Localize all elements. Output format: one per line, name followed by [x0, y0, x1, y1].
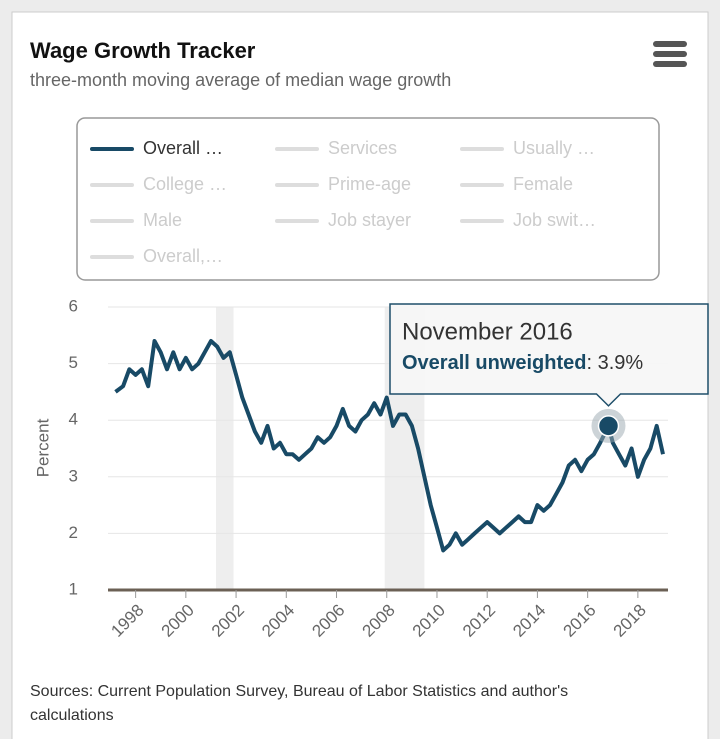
legend-item[interactable]: Usually … [513, 138, 595, 158]
legend-item[interactable]: Female [513, 174, 573, 194]
legend-item[interactable]: College … [143, 174, 227, 194]
chart-title: Wage Growth Tracker [30, 38, 256, 63]
source-text: Sources: Current Population Survey, Bure… [30, 683, 568, 700]
tooltip-separator: : [586, 352, 597, 374]
y-tick-label: 4 [69, 410, 78, 429]
source-text: calculations [30, 707, 114, 724]
legend-item[interactable]: Prime-age [328, 174, 411, 194]
recession-band [215, 307, 234, 590]
y-tick-label: 5 [69, 353, 78, 372]
tooltip-title: November 2016 [402, 318, 573, 345]
legend-box [76, 117, 660, 281]
chart-subtitle: three-month moving average of median wag… [30, 70, 451, 90]
tooltip-series-name: Overall unweighted [402, 352, 586, 374]
y-tick-label: 3 [69, 466, 78, 485]
legend-item[interactable]: Job swit… [513, 210, 596, 230]
legend-item[interactable]: Job stayer [328, 210, 411, 230]
tooltip-label: Overall unweighted: 3.9% [402, 352, 643, 374]
hover-point [597, 415, 620, 437]
legend-item[interactable]: Overall,… [143, 246, 223, 266]
legend-item[interactable]: Male [143, 210, 182, 230]
y-tick-label: 6 [69, 296, 78, 315]
series-line [114, 339, 665, 553]
y-tick-label: 1 [69, 579, 78, 598]
legend-item[interactable]: Services [328, 138, 397, 158]
legend-item[interactable]: Overall … [143, 138, 223, 158]
y-axis-label: Percent [33, 418, 52, 477]
y-tick-label: 2 [69, 523, 78, 542]
tooltip-value: 3.9% [598, 352, 644, 374]
tooltip-box [389, 303, 709, 407]
menu-button[interactable] [653, 41, 687, 67]
